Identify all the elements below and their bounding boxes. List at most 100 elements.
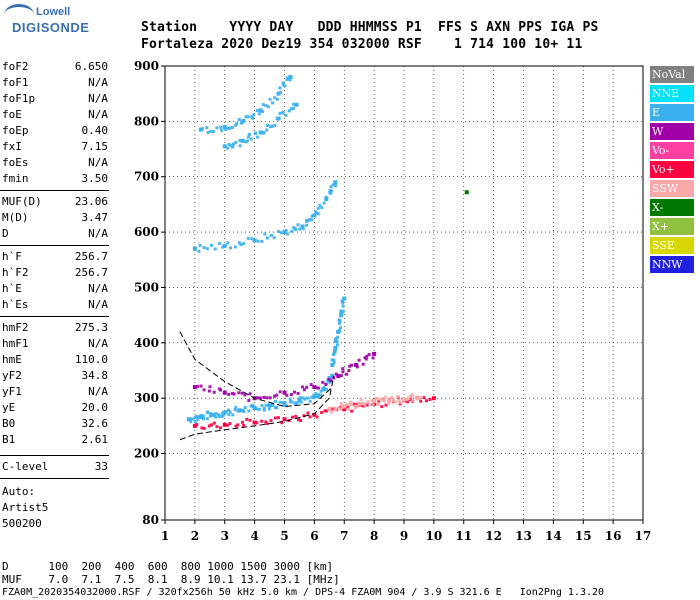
- echo-speckle: [281, 110, 285, 114]
- echo-speckle: [271, 101, 275, 105]
- y-tick-label: 600: [134, 225, 159, 239]
- echo-speckle: [329, 379, 333, 383]
- echo-speckle: [261, 131, 265, 135]
- echo-speckle: [232, 392, 236, 396]
- echo-point: [192, 385, 197, 390]
- echo-point: [276, 91, 281, 96]
- echo-speckle: [338, 326, 342, 330]
- echo-speckle: [243, 406, 247, 410]
- echo-speckle: [305, 223, 309, 227]
- echo-speckle: [228, 410, 232, 414]
- param-value: N/A: [88, 227, 108, 240]
- echo-speckle: [234, 123, 238, 127]
- x-tick-label: 13: [515, 529, 532, 543]
- echo-point: [237, 408, 242, 413]
- echo-speckle: [225, 423, 229, 427]
- x-tick-label: 9: [400, 529, 408, 543]
- echo-speckle: [257, 112, 261, 116]
- echo-speckle: [377, 400, 381, 404]
- echo-speckle: [226, 146, 230, 150]
- echo-speckle: [240, 391, 244, 395]
- echo-speckle: [252, 113, 256, 117]
- echo-speckle: [383, 395, 387, 399]
- param-value: N/A: [88, 385, 108, 398]
- echo-speckle: [278, 86, 282, 90]
- param-row: hmF2 275.3: [2, 321, 108, 337]
- echo-point: [330, 374, 335, 379]
- echo-speckle: [246, 135, 250, 139]
- echo-speckle: [334, 184, 338, 188]
- legend-item: NoVal: [650, 66, 694, 83]
- echo-speckle: [338, 328, 342, 332]
- echo-speckle: [352, 402, 356, 406]
- echo-speckle: [246, 115, 250, 119]
- echo-speckle: [310, 218, 314, 222]
- echo-speckle: [256, 407, 260, 411]
- echo-speckle: [335, 343, 339, 347]
- echo-speckle: [243, 393, 247, 397]
- param-label: h`F: [2, 250, 22, 263]
- echo-speckle: [206, 131, 210, 135]
- param-row: yF2 34.8: [2, 369, 108, 385]
- echo-speckle: [364, 357, 368, 361]
- echo-speckle: [419, 399, 423, 403]
- echo-speckle: [248, 392, 252, 396]
- x-tick-label: 12: [485, 529, 502, 543]
- echo-speckle: [289, 393, 293, 397]
- param-label: B0: [2, 417, 16, 430]
- echo-speckle: [329, 191, 333, 195]
- echo-speckle: [387, 402, 391, 406]
- echo-speckle: [257, 407, 261, 411]
- echo-point: [312, 393, 317, 398]
- echo-speckle: [238, 144, 242, 148]
- echo-point: [300, 224, 305, 229]
- echo-speckle: [407, 396, 411, 400]
- param-value: N/A: [88, 298, 108, 311]
- echo-point: [464, 190, 469, 195]
- echo-speckle: [329, 185, 333, 189]
- echo-speckle: [291, 106, 295, 110]
- legend-item: X+: [650, 218, 694, 235]
- echo-point: [222, 422, 227, 427]
- echo-speckle: [330, 189, 334, 193]
- echo-speckle: [264, 420, 268, 424]
- echo-speckle: [348, 400, 352, 404]
- echo-speckle: [410, 399, 414, 403]
- echo-point: [342, 296, 347, 301]
- echo-speckle: [209, 129, 213, 133]
- echo-speckle: [273, 123, 277, 127]
- echo-point: [312, 412, 317, 417]
- param-label: foE: [2, 108, 22, 121]
- echo-point: [294, 102, 299, 107]
- echo-speckle: [335, 339, 339, 343]
- echo-speckle: [280, 421, 284, 425]
- echo-speckle: [236, 423, 240, 427]
- echo-speckle: [327, 377, 331, 381]
- echo-speckle: [234, 424, 238, 428]
- echo-speckle: [344, 403, 348, 407]
- param-label: foF2: [2, 60, 29, 73]
- echo-speckle: [336, 406, 340, 410]
- echo-speckle: [273, 96, 277, 100]
- echo-point: [431, 396, 436, 401]
- echo-speckle: [272, 236, 276, 240]
- echo-point: [312, 213, 317, 218]
- echo-point: [252, 420, 257, 425]
- footer-muf-line: MUF 7.0 7.1 7.5 8.1 8.9 10.1 13.7 23.1 […: [2, 573, 340, 586]
- echo-speckle: [251, 116, 255, 120]
- echo-speckle: [333, 406, 337, 410]
- x-tick-label: 5: [280, 529, 288, 543]
- footer-info-line: FZA0M_2020354032000.RSF / 320fx256h 50 k…: [2, 587, 605, 598]
- param-row: foEp 0.40: [2, 124, 108, 140]
- echo-speckle: [248, 418, 252, 422]
- param-row: h`Es N/A: [2, 298, 108, 314]
- x-tick-label: 8: [370, 529, 378, 543]
- echo-speckle: [278, 390, 282, 394]
- echo-speckle: [285, 232, 289, 236]
- param-divider: [0, 478, 109, 479]
- echo-speckle: [370, 398, 374, 402]
- logo-line2: DIGISONDE: [12, 20, 90, 35]
- echo-speckle: [208, 385, 212, 389]
- echo-speckle: [322, 386, 326, 390]
- echo-point: [192, 423, 197, 428]
